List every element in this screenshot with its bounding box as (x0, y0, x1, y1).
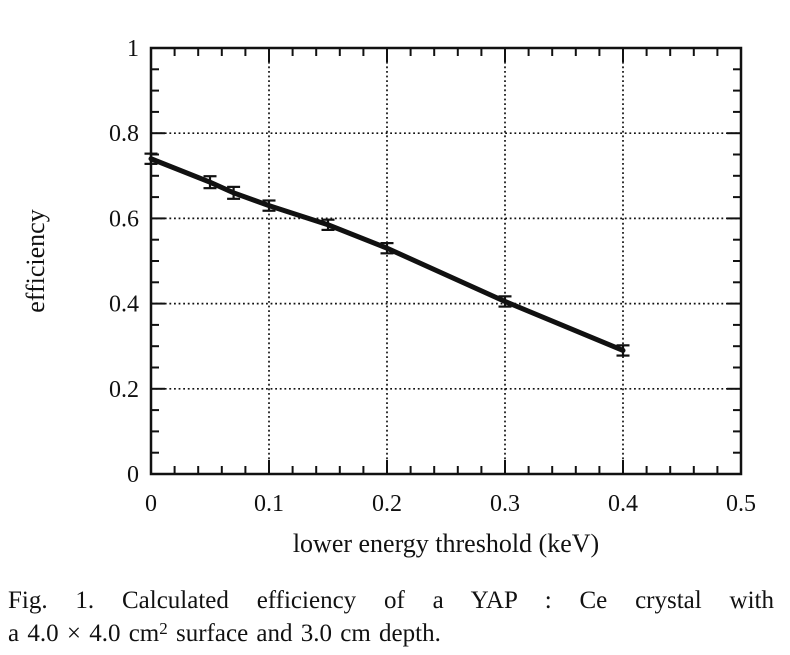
y-axis-title: efficiency (21, 209, 50, 312)
svg-text:0: 0 (127, 462, 139, 488)
svg-text:0: 0 (145, 491, 157, 517)
svg-text:1: 1 (127, 36, 139, 62)
x-tick-labels: 0 0.1 0.2 0.3 0.4 0.5 (145, 491, 756, 517)
svg-text:0.8: 0.8 (109, 121, 139, 147)
svg-text:0.6: 0.6 (109, 206, 139, 232)
caption-line-2-text: a 4.0 × 4.0 cm (8, 620, 160, 647)
svg-text:0.1: 0.1 (254, 491, 284, 517)
svg-text:0.4: 0.4 (608, 491, 638, 517)
caption-superscript: 2 (159, 619, 168, 638)
grid-lines (151, 48, 741, 474)
caption-line-2: a 4.0 × 4.0 cm2 surface and 3.0 cm depth… (8, 617, 774, 650)
svg-text:0.2: 0.2 (372, 491, 402, 517)
svg-text:0.5: 0.5 (726, 491, 756, 517)
efficiency-chart: 0 0.1 0.2 0.3 0.4 0.5 0 0.2 0.4 0.6 0.8 1 lower ener… (21, 36, 756, 558)
figure-caption: Fig. 1. Calculated efficiency of a YAP :… (8, 584, 774, 650)
x-axis-title: lower energy threshold (keV) (293, 529, 599, 558)
plot-box (149, 46, 743, 476)
svg-text:0.4: 0.4 (109, 292, 139, 318)
caption-line-2-rest: surface and 3.0 cm depth. (167, 620, 441, 647)
y-tick-labels: 0 0.2 0.4 0.6 0.8 1 (109, 36, 139, 488)
data-line (148, 156, 626, 353)
caption-line-1: Fig. 1. Calculated efficiency of a YAP :… (8, 587, 774, 614)
svg-text:0.3: 0.3 (490, 491, 520, 517)
svg-text:0.2: 0.2 (109, 377, 139, 403)
axis-ticks (150, 47, 742, 475)
